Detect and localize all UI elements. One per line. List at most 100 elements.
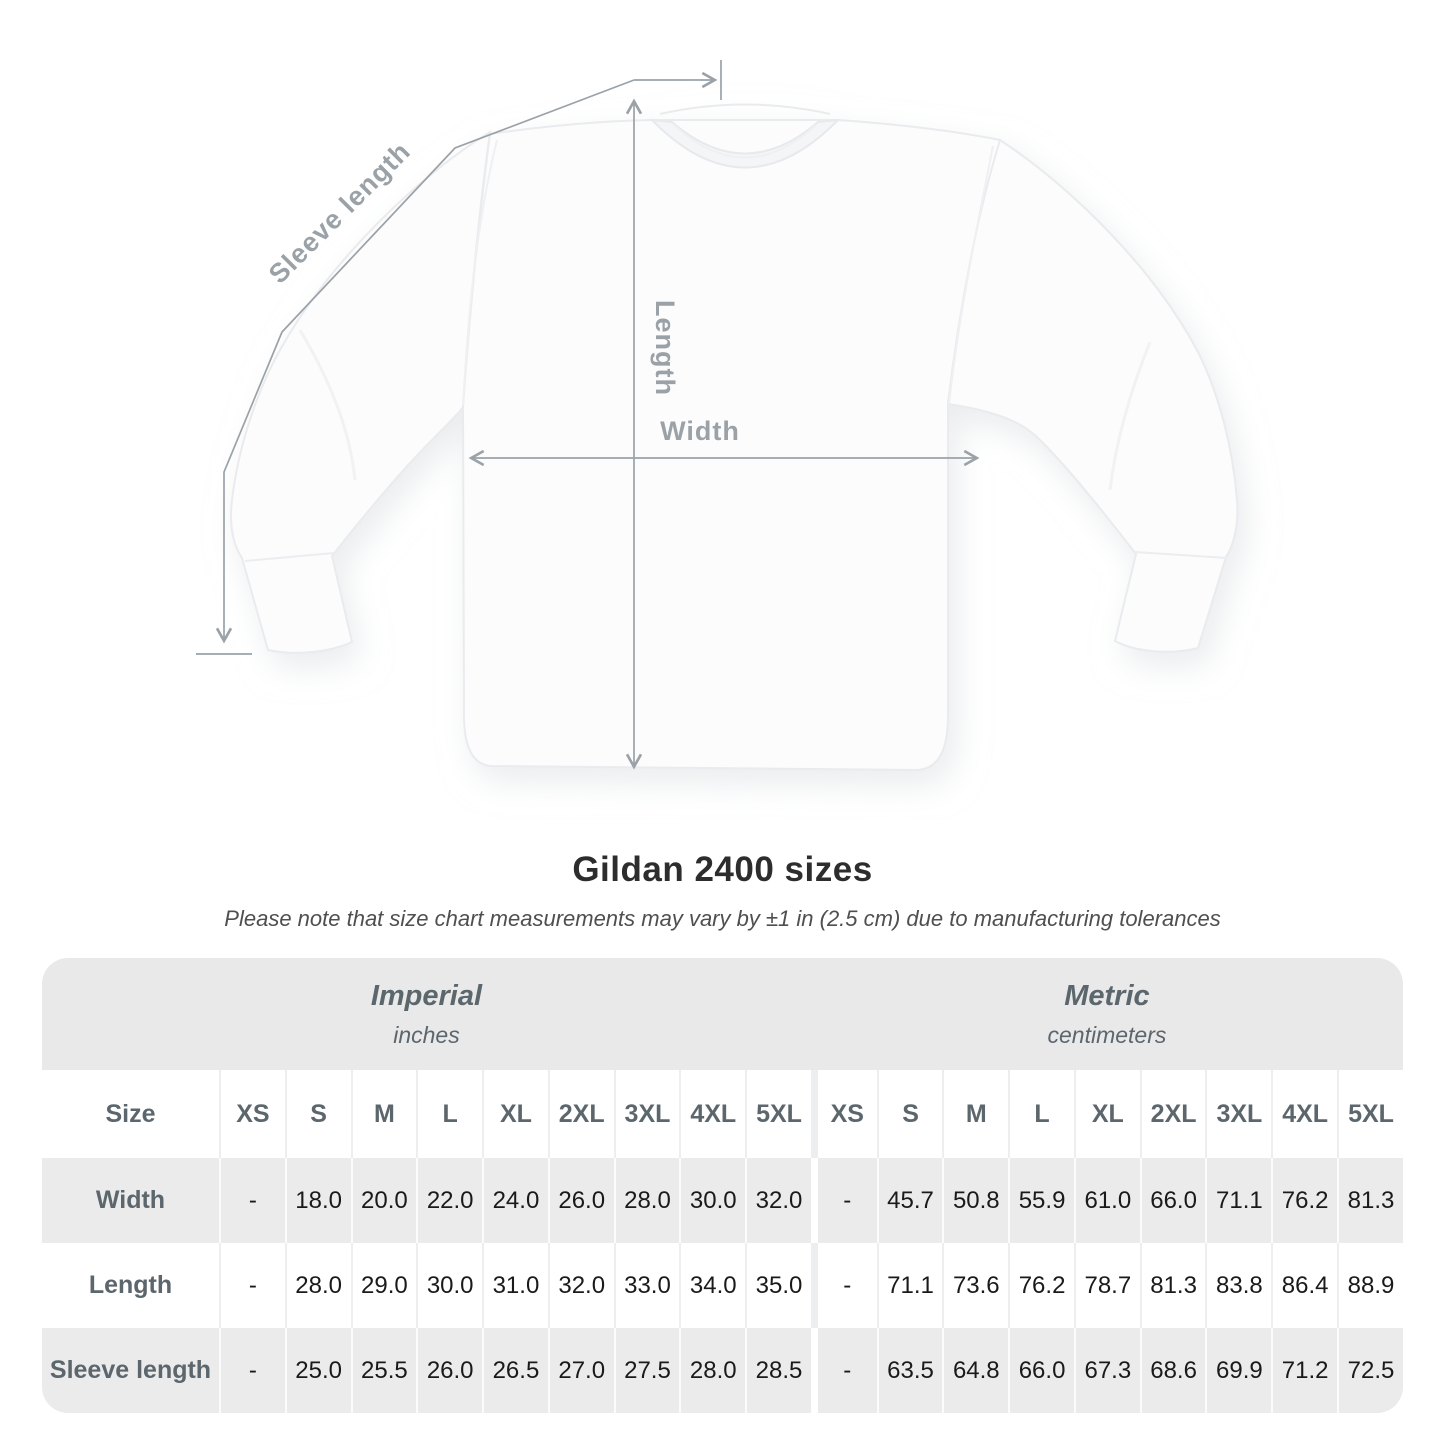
size-header-imperial-l: L — [416, 1070, 483, 1158]
value-cell: 27.0 — [547, 1328, 614, 1413]
measurement-annotations — [196, 60, 980, 770]
value-cell: 67.3 — [1073, 1328, 1140, 1413]
long-sleeve-shirt-illustration — [230, 103, 1239, 772]
value-cell: 35.0 — [745, 1243, 811, 1328]
right-sleeve-fold — [1108, 341, 1152, 491]
value-cell: 64.8 — [942, 1328, 1008, 1413]
imperial-band: Imperial inches — [42, 958, 811, 1070]
metric-band-name: Metric — [1064, 979, 1150, 1012]
right-armhole-seam — [948, 145, 994, 405]
size-header-imperial-4xl: 4XL — [679, 1070, 746, 1158]
right-cuff-seam — [1134, 551, 1228, 559]
size-header-imperial-s: S — [284, 1070, 351, 1158]
size-header-metric-xs: XS — [810, 1070, 877, 1158]
value-cell: 26.0 — [547, 1158, 614, 1243]
size-header-imperial-xl: XL — [482, 1070, 548, 1158]
value-cell: 28.0 — [679, 1328, 745, 1413]
value-cell: 71.1 — [876, 1243, 943, 1328]
value-cell: 25.5 — [350, 1328, 417, 1413]
value-cell: 71.1 — [1205, 1158, 1271, 1243]
value-cell: 33.0 — [613, 1243, 680, 1328]
size-header-imperial-3xl: 3XL — [613, 1070, 680, 1158]
shirt-collar — [649, 118, 841, 169]
size-column-header: Size — [42, 1070, 219, 1158]
value-cell: 32.0 — [745, 1158, 811, 1243]
value-cell: - — [810, 1158, 877, 1243]
table-row: Length -28.0 29.0 30.0 31.0 32.0 33.0 34.0 35.0-… — [42, 1243, 1403, 1328]
size-header-metric-m: M — [942, 1070, 1009, 1158]
length-label: Length — [650, 300, 680, 396]
size-table-container: Imperial inches Metric centimeters Size … — [42, 958, 1403, 1413]
value-cell: 76.2 — [1271, 1158, 1337, 1243]
value-cell: 88.9 — [1337, 1243, 1403, 1328]
value-cell: 81.3 — [1337, 1158, 1403, 1243]
value-cell: 28.0 — [613, 1158, 680, 1243]
value-cell: 66.0 — [1008, 1328, 1074, 1413]
table-row: Sleeve length -25.0 25.5 26.0 26.5 27.0 27.5 28… — [42, 1328, 1403, 1413]
left-cuff-seam — [244, 552, 335, 562]
value-cell: 81.3 — [1139, 1243, 1206, 1328]
value-cell: 20.0 — [350, 1158, 417, 1243]
sleeve-length-line — [215, 79, 635, 644]
value-cell: 25.0 — [284, 1328, 351, 1413]
value-cell: 32.0 — [547, 1243, 614, 1328]
value-cell: - — [219, 1328, 285, 1413]
row-label: Width — [95, 1186, 166, 1214]
value-cell: 73.6 — [942, 1243, 1008, 1328]
value-cell: - — [219, 1158, 285, 1243]
value-cell: 69.9 — [1205, 1328, 1271, 1413]
value-cell: 30.0 — [416, 1243, 482, 1328]
value-cell: 29.0 — [350, 1243, 417, 1328]
table-row: Width -18.0 20.0 22.0 24.0 26.0 28.0 30.0 32.0-4… — [42, 1158, 1403, 1243]
value-cell: 50.8 — [942, 1158, 1008, 1243]
size-header-metric-l: L — [1008, 1070, 1074, 1158]
size-header-imperial-2xl: 2XL — [547, 1070, 614, 1158]
value-cell: 26.5 — [482, 1328, 548, 1413]
collar-back-line — [659, 103, 831, 115]
value-cell: 28.0 — [284, 1243, 351, 1328]
value-cell: 68.6 — [1139, 1328, 1206, 1413]
left-armhole-seam — [462, 139, 498, 406]
size-header-metric-3xl: 3XL — [1205, 1070, 1272, 1158]
imperial-band-unit: inches — [393, 1021, 460, 1048]
size-header-metric-xl: XL — [1073, 1070, 1140, 1158]
value-cell: 76.2 — [1008, 1243, 1074, 1328]
row-label: Sleeve length — [49, 1356, 212, 1384]
title-block: Gildan 2400 sizes Please note that size … — [0, 850, 1445, 932]
metric-band: Metric centimeters — [810, 958, 1403, 1070]
value-cell: 45.7 — [876, 1158, 943, 1243]
unit-band-row: Imperial inches Metric centimeters — [42, 958, 1403, 1070]
value-cell: 34.0 — [679, 1243, 745, 1328]
page-title: Gildan 2400 sizes — [572, 850, 873, 889]
value-cell: 72.5 — [1337, 1328, 1403, 1413]
tolerance-note: Please note that size chart measurements… — [224, 906, 1221, 931]
width-label: Width — [660, 416, 740, 446]
value-cell: 28.5 — [745, 1328, 811, 1413]
size-header-imperial-m: M — [350, 1070, 417, 1158]
value-cell: 78.7 — [1073, 1243, 1140, 1328]
size-header-imperial-5xl: 5XL — [745, 1070, 811, 1158]
size-header-row: Size XS S M L XL 2XL 3XL 4XL 5XL XS S M L XL 2XL 3XL 4XL… — [42, 1070, 1403, 1158]
value-cell: 24.0 — [482, 1158, 548, 1243]
collar-inner-line — [673, 124, 817, 159]
size-header-metric-2xl: 2XL — [1139, 1070, 1206, 1158]
value-cell: 86.4 — [1271, 1243, 1337, 1328]
metric-band-unit: centimeters — [1047, 1021, 1167, 1048]
value-cell: 71.2 — [1271, 1328, 1337, 1413]
value-cell: 63.5 — [876, 1328, 943, 1413]
size-header-metric-s: S — [876, 1070, 943, 1158]
imperial-band-name: Imperial — [370, 979, 483, 1012]
value-cell: 61.0 — [1073, 1158, 1140, 1243]
value-cell: 22.0 — [416, 1158, 482, 1243]
value-cell: 27.5 — [613, 1328, 680, 1413]
size-header-metric-5xl: 5XL — [1337, 1070, 1403, 1158]
value-cell: 26.0 — [416, 1328, 482, 1413]
value-cell: 66.0 — [1139, 1158, 1206, 1243]
shirt-right-sleeve — [946, 138, 1239, 653]
value-cell: - — [810, 1243, 877, 1328]
size-header-metric-4xl: 4XL — [1271, 1070, 1338, 1158]
value-cell: 31.0 — [482, 1243, 548, 1328]
value-cell: 18.0 — [284, 1158, 351, 1243]
value-cell: 83.8 — [1205, 1243, 1271, 1328]
value-cell: - — [810, 1328, 877, 1413]
